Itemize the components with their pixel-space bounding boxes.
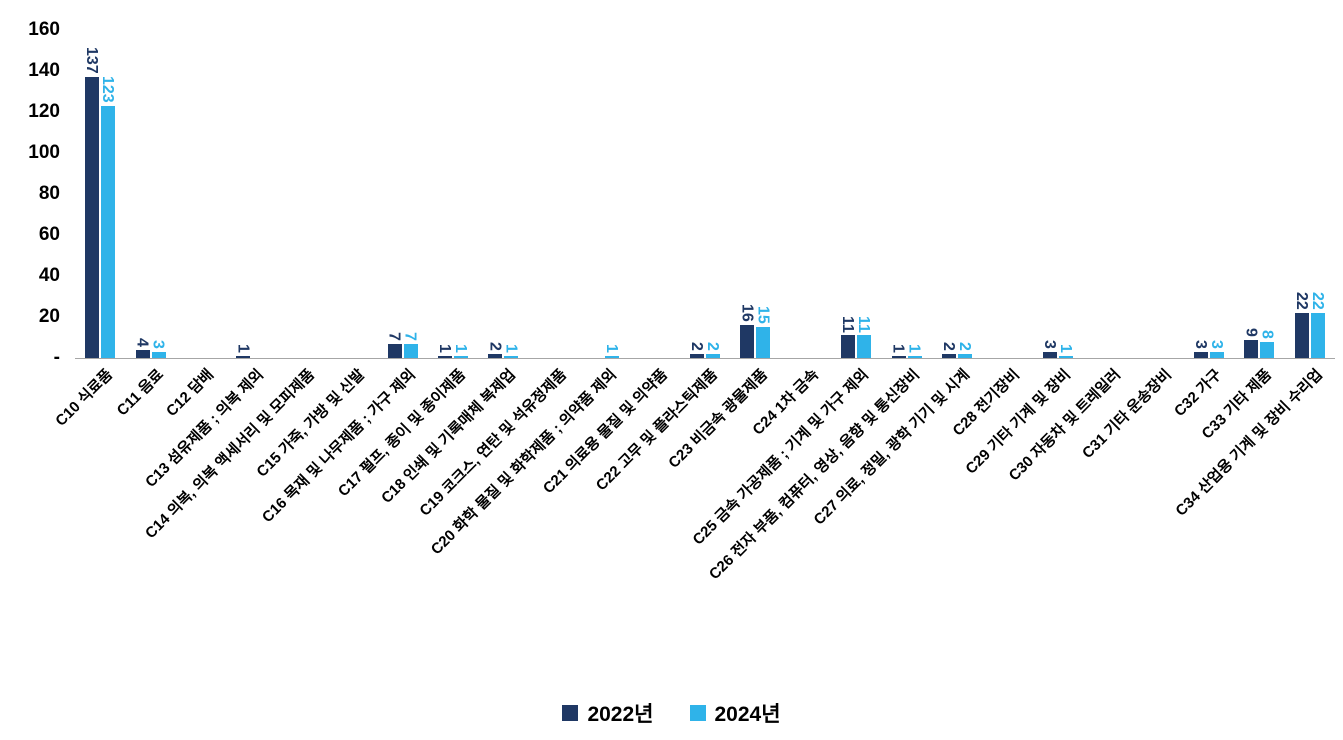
data-label-2022-c10: 137 [83,47,101,75]
data-label-2024-c34: 22 [1308,292,1326,310]
bar-2024-c34 [1310,312,1325,358]
data-label-2022-c18: 2 [486,342,504,351]
chart-legend: 2022년 2024년 [0,698,1343,728]
bar-2022-c33 [1244,339,1259,358]
bar-2022-c11 [135,349,150,358]
y-axis-tick-label: 80 [38,183,60,204]
bar-2022-c29 [1042,351,1057,358]
x-axis-category-label: C20 화학 물질 및 화학제품 ; 의약품 제외 [427,366,621,559]
legend-swatch-icon [562,705,579,721]
bar-2022-c22 [690,353,704,358]
bar-2024-c18 [504,355,519,358]
x-axis-category-label: C27 의료, 정밀, 광학 기기 및 시계 [810,366,974,529]
bar-2022-c23 [740,325,755,358]
legend-item-2022: 2022년 [562,698,654,728]
y-axis-tick-label: 100 [28,142,60,163]
bar-2024-c17 [454,355,468,358]
data-label-2024-c26: 1 [905,344,923,353]
x-axis-category-label: C33 기타 제품 [1198,366,1276,443]
bar-2024-c23 [756,327,771,358]
y-axis-tick-label: 120 [28,101,60,122]
bar-2022-c25 [841,335,856,358]
data-label-2024-c27: 2 [956,342,973,351]
bar-2024-c27 [958,353,972,358]
data-label-2024-c10: 123 [99,76,117,103]
bar-2024-c10 [101,105,116,358]
bar-2024-c26 [907,355,922,358]
data-label-2022-c33: 9 [1242,327,1260,337]
bar-2024-c29 [1058,355,1073,358]
data-label-2022-c17: 1 [436,344,453,353]
legend-item-2024: 2024년 [689,698,781,728]
bar-2022-c27 [942,353,956,358]
x-axis-category-label: C24 1차 금속 [749,366,822,439]
bar-2024-c22 [706,353,720,358]
y-axis-tick-label: 160 [28,19,60,40]
legend-label: 2022년 [587,703,654,726]
bar-2022-c13 [236,355,251,358]
bar-2024-c33 [1260,341,1275,358]
legend-label: 2024년 [714,703,781,726]
bar-2022-c34 [1294,312,1309,358]
data-label-2022-c29: 3 [1040,339,1058,349]
data-label-2022-c34: 22 [1292,292,1310,310]
x-axis-category-label: C21 의료용 물질 및 의약품 [539,366,671,498]
x-axis-category-label: C34 산업용 기계 및 장비 수리업 [1172,366,1326,520]
bar-2022-c17 [438,355,452,358]
data-label-2024-c20: 1 [603,344,621,353]
x-axis-category-label: C15 가죽, 가방 및 신발 [253,366,369,481]
y-axis-tick-label: 20 [38,306,60,327]
x-axis-category-label: C16 목재 및 나무제품 ; 가구 제외 [258,366,419,527]
y-axis-tick-label: 40 [38,265,60,286]
data-label-2022-c13: 1 [234,344,252,353]
x-axis-category-label: C17 펄프, 종이 및 종이제품 [334,366,470,501]
data-label-2024-c18: 1 [502,344,520,353]
bar-2022-c32 [1194,351,1208,358]
data-label-2022-c25: 11 [839,315,857,333]
x-axis-category-label: C22 고무 및 플라스틱제품 [592,366,722,495]
x-axis-category-label: C19 코크스, 연탄 및 석유정제품 [416,366,570,520]
y-axis-tick-label: 140 [28,60,60,81]
legend-swatch-icon [689,705,706,721]
bar-2022-c10 [85,77,100,358]
x-axis-category-label: C25 금속 가공제품 ; 기계 및 가구 제외 [689,366,873,549]
data-label-2022-c27: 2 [940,342,957,351]
bar-2024-c16 [403,343,418,358]
y-axis-tick-label: - [53,347,60,368]
x-axis-category-label: C31 기타 운송장비 [1078,366,1175,462]
y-axis-tick-label: 60 [38,224,60,245]
bar-2024-c25 [857,335,872,358]
data-label-2022-c23: 16 [738,304,756,323]
x-axis-line [75,358,1335,359]
bar-2022-c26 [891,355,906,358]
x-axis-category-label: C23 비금속 광물제품 [665,366,772,472]
x-axis-category-label: C29 기타 기계 및 장비 [962,366,1074,478]
data-label-2024-c32: 3 [1208,339,1225,349]
bar-2024-c11 [151,351,166,358]
data-label-2022-c11: 4 [133,337,151,347]
data-label-2022-c32: 3 [1192,339,1209,349]
data-label-2024-c23: 15 [754,306,772,325]
x-axis-category-label: C32 가구 [1171,366,1226,420]
bar-2024-c32 [1210,351,1224,358]
data-label-2024-c25: 11 [855,315,873,333]
data-label-2022-c22: 2 [688,342,705,351]
bar-2022-c16 [387,343,402,358]
data-label-2024-c11: 3 [149,339,167,349]
data-label-2022-c16: 7 [385,331,403,341]
data-label-2024-c17: 1 [452,344,469,353]
data-label-2024-c16: 7 [401,331,419,341]
x-axis-category-label: C30 자동차 및 트레일러 [1005,366,1125,485]
data-label-2024-c33: 8 [1258,329,1276,339]
x-axis-category-label: C28 전기장비 [949,366,1024,440]
data-label-2024-c22: 2 [704,342,721,351]
bar-2022-c18 [488,353,503,358]
data-label-2022-c26: 1 [889,344,907,353]
x-axis-category-label: C26 전자 부품, 컴퓨터, 영상, 음향 및 통신장비 [705,366,923,584]
data-label-2024-c29: 1 [1056,344,1074,353]
bar-2024-c20 [605,355,620,358]
x-axis-category-label: C18 인쇄 및 기록매체 복제업 [378,366,520,507]
